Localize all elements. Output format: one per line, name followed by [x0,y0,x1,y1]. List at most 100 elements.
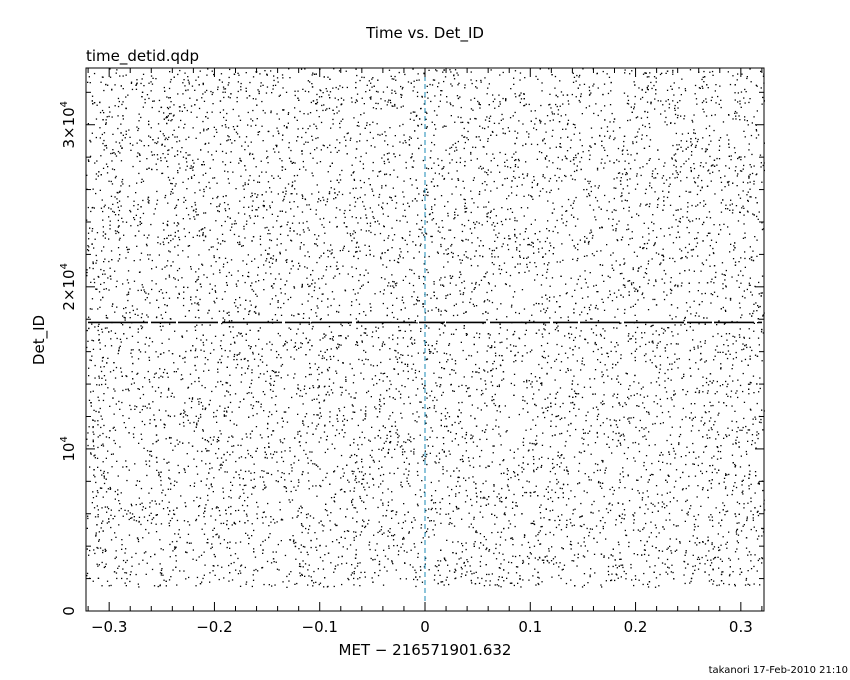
data-point [216,421,218,423]
data-point [161,172,164,174]
data-point [253,179,255,182]
data-point [417,214,419,216]
data-point [570,548,572,550]
data-point [735,205,738,207]
data-point [235,367,237,369]
data-point [86,329,88,332]
data-point [215,261,217,263]
data-point [94,326,96,328]
data-point [159,563,161,565]
data-point [118,500,120,502]
data-point [443,443,445,445]
data-point [701,416,703,419]
data-point [697,255,699,257]
data-point [671,331,673,333]
data-point [427,445,429,447]
data-point [429,395,431,397]
data-point [402,215,404,217]
data-point [687,251,689,254]
data-point [539,122,542,124]
data-point [160,479,162,482]
data-point [179,413,182,415]
data-point [343,472,345,474]
data-point [147,370,149,373]
data-point [216,197,218,199]
data-point [493,399,495,401]
data-point [334,523,336,525]
data-point [169,323,171,325]
data-point [457,444,460,446]
data-point [554,473,556,475]
data-point [169,106,171,108]
data-point [676,148,678,151]
data-point [686,310,688,312]
data-point [387,558,389,560]
data-point [400,96,402,98]
data-point [629,422,631,424]
data-point [703,111,705,113]
data-point [355,68,357,70]
data-point [618,487,620,489]
data-point [329,250,331,252]
data-point [749,383,751,385]
data-point [725,434,727,436]
data-point [388,99,390,101]
data-point [309,525,311,527]
data-point [271,175,273,177]
data-point [589,180,591,183]
data-point [398,330,400,332]
data-point [218,535,220,537]
data-point [390,441,392,443]
data-point [660,100,662,102]
data-point [95,136,97,139]
data-point [279,94,281,96]
data-point [560,529,563,531]
data-point [380,483,382,485]
data-point [717,414,719,416]
data-point [329,520,331,522]
data-point [302,229,305,231]
data-point [289,447,291,449]
data-point [229,97,231,99]
data-point [122,221,124,223]
data-point [264,70,266,72]
data-point [642,166,644,168]
data-point [140,140,143,142]
data-point [101,360,104,362]
data-point [492,452,494,454]
data-point [161,268,163,270]
data-point [270,273,272,275]
data-point [419,245,421,247]
data-point [397,258,400,260]
data-point [203,516,205,518]
data-point [574,247,577,249]
data-point [92,419,94,421]
data-point [395,569,397,571]
data-point [88,554,90,556]
data-point [746,346,748,349]
data-point [333,496,335,498]
data-point [308,323,310,325]
data-point [486,153,488,155]
data-point [659,398,661,400]
data-point [405,275,407,278]
data-point [101,585,103,587]
data-point [497,256,499,258]
data-point [270,434,273,436]
data-point [138,497,140,499]
data-point [406,477,408,479]
data-point [227,84,229,86]
data-point [217,564,219,567]
data-point [743,507,745,509]
data-point [494,98,496,100]
data-point [342,475,344,477]
data-point [275,350,278,353]
data-point [442,468,444,471]
data-point [163,426,166,429]
data-point [285,411,287,413]
data-point [187,214,190,216]
data-point [447,564,449,566]
data-point [404,520,407,522]
data-point [675,343,678,345]
